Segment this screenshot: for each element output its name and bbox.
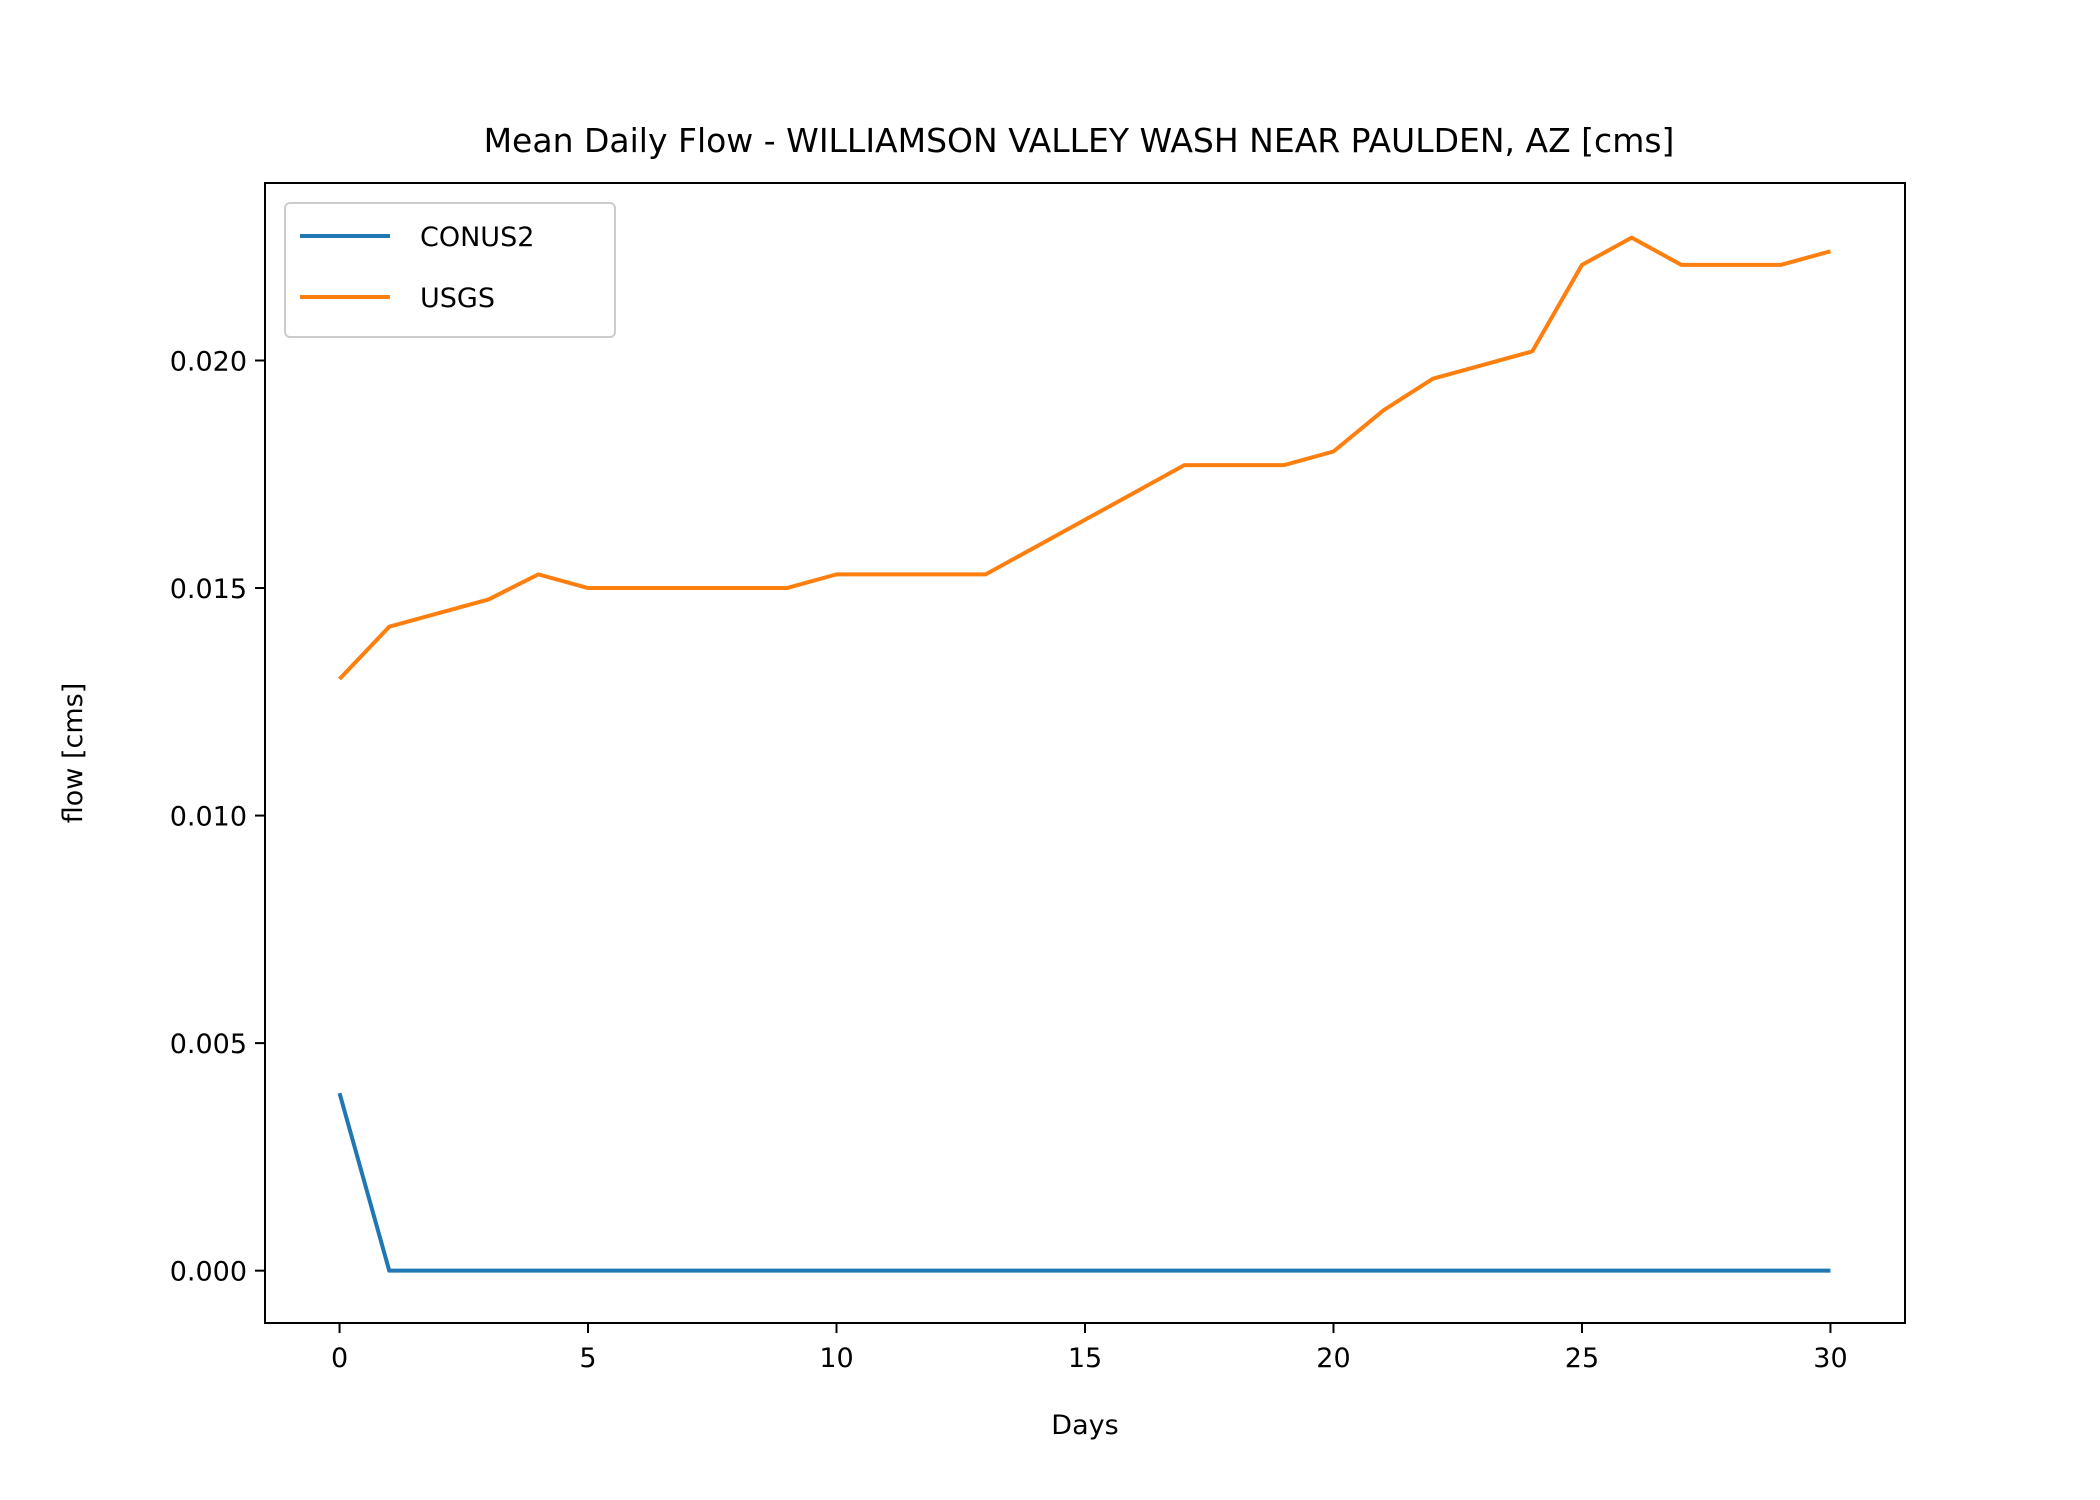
legend-label-usgs: USGS xyxy=(420,283,495,314)
x-tick-label: 0 xyxy=(331,1343,348,1374)
legend-label-conus2: CONUS2 xyxy=(420,222,534,253)
y-tick-label: 0.015 xyxy=(170,574,247,605)
y-tick-label: 0.005 xyxy=(170,1029,247,1060)
x-tick-label: 10 xyxy=(819,1343,853,1374)
plot-background xyxy=(265,183,1905,1323)
x-tick-label: 15 xyxy=(1068,1343,1102,1374)
chart-title: Mean Daily Flow - WILLIAMSON VALLEY WASH… xyxy=(484,121,1675,160)
x-tick-label: 30 xyxy=(1813,1343,1847,1374)
y-axis-label: flow [cms] xyxy=(58,683,89,823)
y-tick-label: 0.020 xyxy=(170,346,247,377)
y-tick-label: 0.010 xyxy=(170,802,247,833)
y-tick-label: 0.000 xyxy=(170,1257,247,1288)
x-axis: 0 5 10 15 20 25 30 xyxy=(331,1323,1848,1374)
series-line-conus2 xyxy=(337,1092,1831,1273)
x-tick-label: 25 xyxy=(1565,1343,1599,1374)
series-line-usgs xyxy=(338,235,1831,681)
series-layer xyxy=(337,235,1831,1273)
y-axis: 0.000 0.005 0.010 0.015 0.020 xyxy=(170,346,265,1288)
x-tick-label: 20 xyxy=(1316,1343,1350,1374)
x-axis-label: Days xyxy=(1051,1410,1118,1441)
plot-area xyxy=(265,183,1905,1323)
x-tick-label: 5 xyxy=(579,1343,596,1374)
legend: CONUS2 USGS xyxy=(284,202,616,338)
